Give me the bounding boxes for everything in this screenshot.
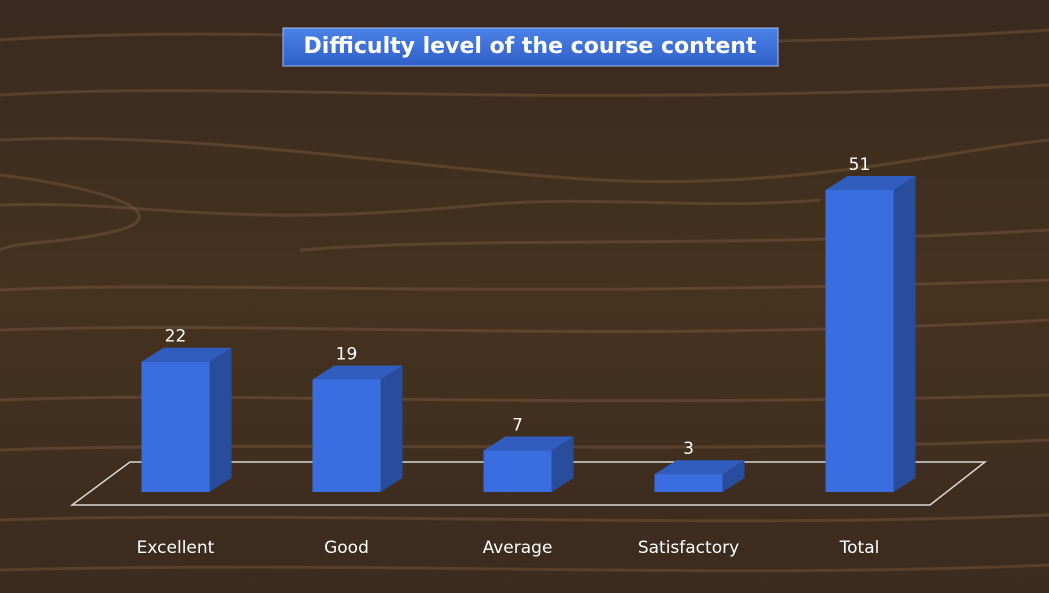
bar-side <box>209 347 232 492</box>
bar-top <box>483 436 574 451</box>
value-label: 3 <box>683 439 694 459</box>
bar-side <box>551 436 574 492</box>
value-label: 22 <box>165 327 187 347</box>
x-tick-label: Average <box>483 538 553 558</box>
bar <box>483 436 574 492</box>
bar-front <box>483 450 552 492</box>
x-tick-label: Satisfactory <box>638 538 739 558</box>
floor <box>69 461 988 506</box>
value-label: 7 <box>512 416 523 436</box>
bar-top <box>654 460 745 475</box>
x-tick-label: Total <box>839 538 880 558</box>
value-label: 19 <box>336 344 358 364</box>
bar-front <box>312 379 381 492</box>
x-tick-label: Excellent <box>137 538 215 558</box>
bar-side <box>893 176 916 492</box>
bar-front <box>141 361 210 492</box>
bar-top <box>825 176 916 190</box>
bar-top <box>141 347 232 362</box>
x-tick-label: Good <box>324 538 369 558</box>
bar-side <box>380 365 403 492</box>
bar <box>141 347 232 492</box>
bar <box>825 176 916 492</box>
bar-front <box>654 474 723 492</box>
bar-top <box>312 365 403 380</box>
bar-front <box>825 190 894 492</box>
chart-title: Difficulty level of the course content <box>304 34 757 59</box>
value-label: 51 <box>849 155 871 175</box>
bar <box>312 365 403 492</box>
bar <box>654 460 745 492</box>
bar-side <box>722 460 745 492</box>
title-box <box>282 27 779 67</box>
